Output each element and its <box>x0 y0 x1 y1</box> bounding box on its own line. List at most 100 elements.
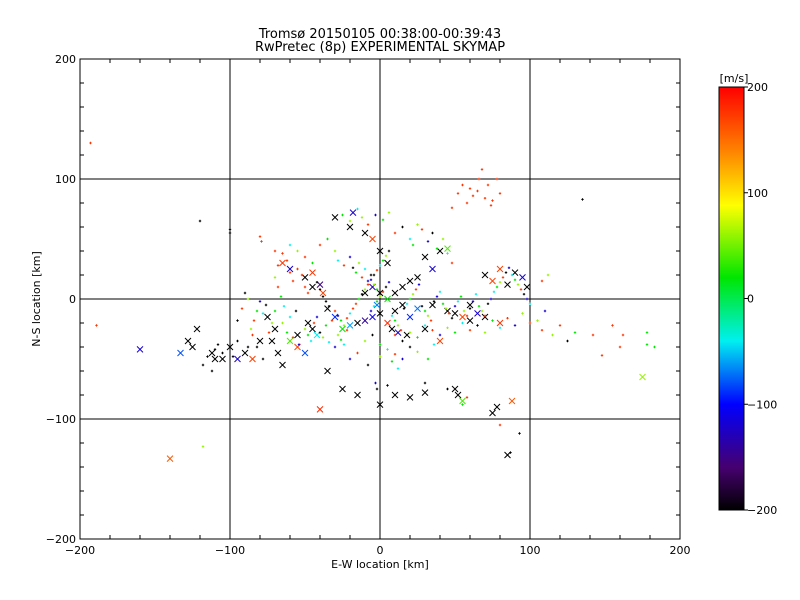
scatter-point-dot <box>374 213 377 217</box>
scatter-point-cross <box>493 403 501 411</box>
scatter-point-dot <box>264 303 268 307</box>
scatter-point-dot <box>327 305 331 308</box>
scatter-point-cross <box>346 322 354 329</box>
scatter-point-dot <box>366 283 370 286</box>
scatter-point-cross <box>376 401 384 408</box>
scatter-point-cross <box>459 313 466 321</box>
scatter-point-cross <box>519 274 526 281</box>
scatter-point-dot <box>519 288 523 291</box>
colorbar-tick-label: −200 <box>747 504 777 517</box>
scatter-point-cross <box>354 319 361 327</box>
scatter-point-dot <box>591 333 595 337</box>
scatter-point-dot <box>348 255 352 259</box>
scatter-point-cross <box>279 361 286 369</box>
scatter-point-dot <box>468 187 472 190</box>
scatter-point-dot <box>321 336 325 339</box>
scatter-point-dot <box>326 237 329 241</box>
colorbar: 200 100 0 −100 −200 <box>718 81 777 517</box>
colorbar-label: [m/s] <box>720 72 749 85</box>
scatter-point-dot <box>267 331 271 334</box>
scatter-point-cross <box>406 313 414 321</box>
scatter-point-dot <box>378 264 382 267</box>
scatter-point-dot <box>465 314 469 317</box>
scatter-point-dot <box>426 357 430 361</box>
scatter-point-dot <box>303 285 307 289</box>
scatter-point-dot <box>468 307 472 310</box>
scatter-point-dot <box>408 331 412 334</box>
scatter-point-dot <box>354 271 358 274</box>
scatter-point-dot <box>372 273 376 277</box>
scatter-point-dot <box>393 231 397 235</box>
scatter-point-dot <box>303 255 307 259</box>
scatter-point-dot <box>441 302 445 305</box>
scatter-point-dot <box>521 312 524 315</box>
scatter-point-cross <box>421 389 429 396</box>
scatter-point-dot <box>89 141 92 145</box>
scatter-point-dot <box>363 288 367 291</box>
plot-area <box>80 59 680 539</box>
scatter-point-dot <box>483 314 487 317</box>
scatter-point-dot <box>420 228 424 231</box>
scatter-point-dot <box>408 345 412 349</box>
scatter-point-dot <box>369 273 373 277</box>
scatter-point-cross <box>369 235 376 243</box>
scatter-point-cross <box>339 385 346 393</box>
scatter-point-dot <box>341 213 344 217</box>
scatter-point-dot <box>312 321 316 325</box>
scatter-point-cross <box>193 325 201 333</box>
scatter-point-dot <box>528 302 532 305</box>
scatter-point-dot <box>321 295 325 298</box>
scatter-point-cross <box>286 265 294 273</box>
scatter-point-cross <box>349 209 357 216</box>
scatter-point-cross <box>324 367 331 375</box>
scatter-point-dot <box>480 168 484 171</box>
scatter-point-dot <box>296 249 299 253</box>
scatter-point-dot <box>465 396 469 399</box>
scatter-point-cross <box>331 214 339 221</box>
scatter-point-dot <box>221 351 224 355</box>
scatter-point-dot <box>375 387 379 391</box>
scatter-point-dot <box>206 355 209 358</box>
scatter-point-dot <box>318 243 322 247</box>
scatter-point-dot <box>506 317 509 320</box>
scatter-point-cross <box>256 337 264 345</box>
scatter-point-dot <box>357 297 361 301</box>
chart-subtitle: RwPretec (8p) EXPERIMENTAL SKYMAP <box>254 40 506 55</box>
scatter-point-dot <box>456 192 460 195</box>
scatter-point-dot <box>543 309 547 313</box>
scatter-point-dot <box>393 353 397 356</box>
scatter-point-cross <box>444 245 451 252</box>
scatter-point-dot <box>260 240 263 243</box>
scatter-point-dot <box>360 276 364 279</box>
scatter-point-dot <box>471 300 475 303</box>
scatter-point-dot <box>336 333 340 337</box>
scatter-point-dot <box>251 333 254 337</box>
scatter-point-dot <box>318 288 322 291</box>
scatter-point-cross <box>373 301 381 309</box>
colorbar-tick-label: 0 <box>747 293 754 306</box>
scatter-point-dot <box>309 339 313 343</box>
scatter-point-cross <box>459 397 466 405</box>
scatter-point-cross <box>376 247 384 255</box>
scatter-point-dot <box>498 326 502 329</box>
scatter-point-cross <box>451 310 459 317</box>
scatter-point-dot <box>240 307 244 310</box>
scatter-point-dot <box>476 189 479 193</box>
scatter-point-dot <box>501 276 505 279</box>
scatter-point-dot <box>366 363 370 367</box>
scatter-point-dot <box>387 249 391 253</box>
scatter-point-dot <box>450 206 454 209</box>
scatter-point-cross <box>421 325 429 333</box>
scatter-point-dot <box>288 243 292 247</box>
scatter-point-cross <box>384 295 391 303</box>
scatter-point-dot <box>303 327 307 331</box>
scatter-point-dot <box>489 297 493 301</box>
scatter-point-cross <box>388 325 396 333</box>
scatter-point-dot <box>386 348 389 351</box>
scatter-point-dot <box>351 266 355 269</box>
scatter-point-cross <box>451 385 459 393</box>
scatter-point-dot <box>324 300 328 303</box>
scatter-point-dot <box>198 219 202 223</box>
scatter-point-dot <box>327 341 331 344</box>
scatter-point-cross <box>177 349 184 357</box>
